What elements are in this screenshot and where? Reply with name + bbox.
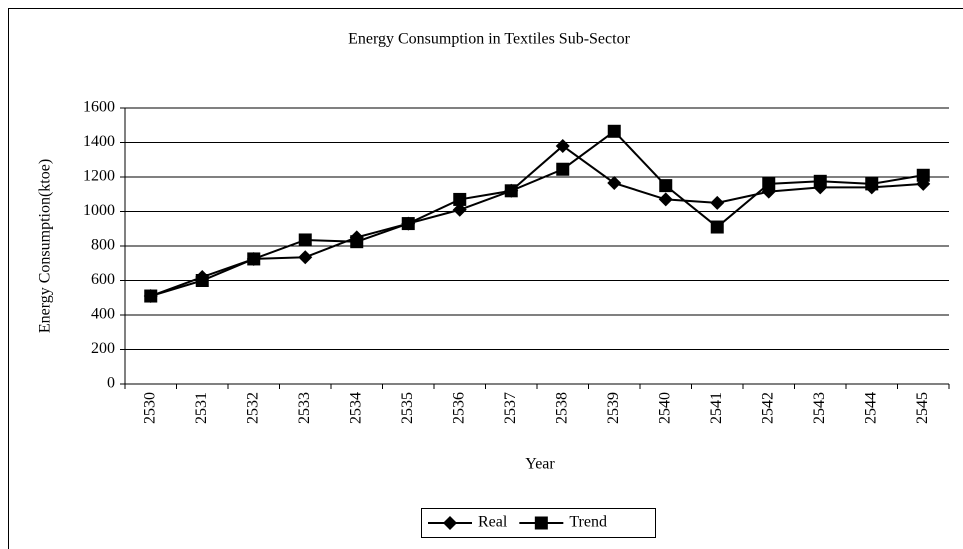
x-tick-label: 2530 xyxy=(141,392,158,424)
y-tick-label: 1200 xyxy=(83,168,115,185)
y-tick-label: 400 xyxy=(91,306,115,323)
y-tick-label: 1600 xyxy=(83,99,115,116)
x-tick-label: 2531 xyxy=(193,392,210,424)
marker xyxy=(710,220,724,234)
marker xyxy=(298,233,312,247)
legend-label: Trend xyxy=(569,514,607,531)
marker xyxy=(658,192,673,207)
y-tick-label: 200 xyxy=(91,340,115,357)
x-tick-label: 2535 xyxy=(399,392,416,424)
marker xyxy=(247,252,261,266)
y-tick-label: 600 xyxy=(91,271,115,288)
y-tick-label: 1400 xyxy=(83,133,115,150)
marker xyxy=(762,177,776,191)
marker xyxy=(195,274,209,287)
marker xyxy=(350,235,364,249)
marker xyxy=(607,176,622,191)
x-tick-label: 2539 xyxy=(605,392,622,424)
marker xyxy=(916,168,930,182)
marker xyxy=(659,179,673,193)
marker xyxy=(401,217,415,231)
x-tick-label: 2545 xyxy=(914,392,931,424)
y-tick-label: 800 xyxy=(91,237,115,254)
x-tick-label: 2538 xyxy=(553,392,570,424)
y-tick-label: 1000 xyxy=(83,202,115,219)
marker xyxy=(453,192,467,206)
x-axis-label: Year xyxy=(525,456,555,473)
marker xyxy=(452,202,467,217)
y-tick-label: 0 xyxy=(107,375,115,392)
marker xyxy=(865,177,879,191)
x-tick-label: 2541 xyxy=(708,392,725,424)
chart-title: Energy Consumption in Textiles Sub-Secto… xyxy=(348,31,631,48)
x-tick-label: 2534 xyxy=(347,392,364,424)
chart-frame xyxy=(8,8,963,549)
marker xyxy=(710,195,725,210)
y-axis-label: Energy Consumption(ktoe) xyxy=(37,159,54,333)
marker xyxy=(504,184,518,198)
x-tick-label: 2544 xyxy=(862,392,879,424)
legend-label: Real xyxy=(478,514,508,531)
marker xyxy=(443,516,457,530)
x-tick-label: 2532 xyxy=(244,392,261,424)
x-tick-label: 2533 xyxy=(296,392,313,424)
x-tick-label: 2537 xyxy=(502,392,519,424)
marker xyxy=(607,124,621,138)
marker xyxy=(144,289,158,303)
x-tick-label: 2540 xyxy=(656,392,673,424)
marker xyxy=(555,138,570,153)
series-line xyxy=(150,129,924,297)
x-tick-label: 2543 xyxy=(811,392,828,424)
marker xyxy=(813,174,827,188)
series-line xyxy=(150,144,924,297)
x-tick-label: 2536 xyxy=(450,392,467,424)
x-tick-label: 2542 xyxy=(759,392,776,424)
marker xyxy=(534,516,548,530)
marker xyxy=(556,162,570,176)
marker xyxy=(298,250,313,265)
